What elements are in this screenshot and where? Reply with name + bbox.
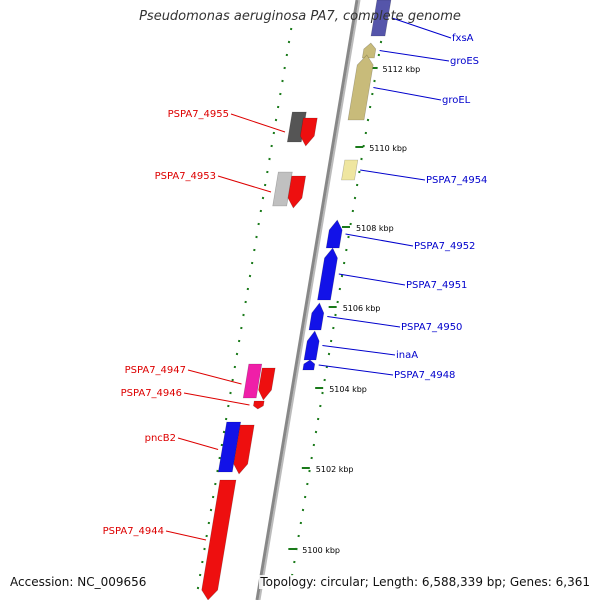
gene-label-PSPA7_4952: PSPA7_4952 [414, 241, 475, 252]
gene-arrow-PSPA7_4946 [253, 400, 265, 410]
gene-neighbor-block [272, 171, 293, 207]
gene-leader [322, 345, 396, 356]
gene-leader [338, 273, 406, 286]
gene-leader [217, 175, 272, 193]
gene-leader [165, 530, 207, 541]
gene-label-groEL: groEL [442, 95, 471, 106]
gene-arrow-PSPA7_4952 [325, 219, 343, 249]
gene-label-pncB2: pncB2 [145, 433, 176, 444]
gene-arrow-PSPA7_4950 [308, 302, 325, 331]
gene-leader [379, 50, 450, 62]
gene-label-PSPA7_4951: PSPA7_4951 [406, 280, 467, 291]
gene-arrow-PSPA7_4955 [299, 117, 318, 147]
gene-leader [345, 233, 414, 247]
gene-label-PSPA7_4954: PSPA7_4954 [426, 175, 487, 186]
gene-leader [230, 113, 286, 133]
gene-arrow-groEL [347, 54, 374, 121]
gene-leader [183, 392, 250, 406]
gene-leader [187, 369, 242, 385]
gene-label-PSPA7_4948: PSPA7_4948 [394, 370, 455, 381]
scale-label: 5110 kbp [369, 144, 407, 153]
scale-label: 5112 kbp [383, 65, 421, 74]
gene-arrow-inaA [303, 330, 320, 361]
gene-neighbor-block [242, 363, 263, 399]
gene-leader [327, 316, 401, 328]
backbone-line [255, 0, 359, 600]
gene-arrow-PSPA7_4951 [317, 247, 338, 301]
gene-arrow-PSPA7_4953 [287, 175, 307, 209]
gene-arrow-PSPA7_4947 [258, 367, 276, 401]
scale-label: 5108 kbp [356, 224, 394, 233]
scale-label: 5106 kbp [343, 304, 381, 313]
gene-neighbor-block [217, 421, 242, 473]
gene-label-PSPA7_4946: PSPA7_4946 [121, 388, 182, 399]
topology-info: Topology: circular; Length: 6,588,339 bp… [259, 575, 591, 589]
gene-label-PSPA7_4947: PSPA7_4947 [125, 365, 186, 376]
gene-leader [318, 364, 394, 376]
gene-leader [177, 437, 219, 450]
gene-leader [360, 169, 426, 181]
gene-leader [391, 17, 452, 39]
gene-leader [373, 87, 442, 101]
scale-label: 5104 kbp [329, 385, 367, 394]
gene-arrow-groES [361, 42, 377, 59]
gene-label-PSPA7_4944: PSPA7_4944 [103, 526, 164, 537]
scale-label: 5100 kbp [302, 546, 340, 555]
gene-arrow-fxsA [370, 0, 392, 37]
gene-arrow-PSPA7_4954 [341, 159, 359, 181]
gene-arrow-PSPA7_4944 [201, 479, 237, 600]
gene-label-PSPA7_4955: PSPA7_4955 [168, 109, 229, 120]
gene-label-PSPA7_4953: PSPA7_4953 [155, 171, 216, 182]
accession-label: Accession: NC_009656 [9, 575, 148, 589]
backbone-shadow [258, 0, 361, 600]
gene-label-groES: groES [450, 56, 479, 67]
gene-label-fxsA: fxsA [452, 33, 474, 44]
gene-arrow-PSPA7_4948 [302, 359, 316, 371]
gene-label-PSPA7_4950: PSPA7_4950 [401, 322, 462, 333]
scale-label: 5102 kbp [316, 465, 354, 474]
gene-label-inaA: inaA [396, 350, 418, 361]
gene-arrow-pncB2 [233, 424, 255, 475]
